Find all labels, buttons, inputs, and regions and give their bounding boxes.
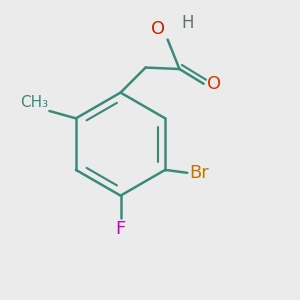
Text: H: H [181,14,194,32]
Text: CH₃: CH₃ [20,94,48,110]
Text: O: O [207,75,221,93]
Text: F: F [116,220,126,238]
Text: Br: Br [190,164,209,182]
Text: O: O [151,20,165,38]
